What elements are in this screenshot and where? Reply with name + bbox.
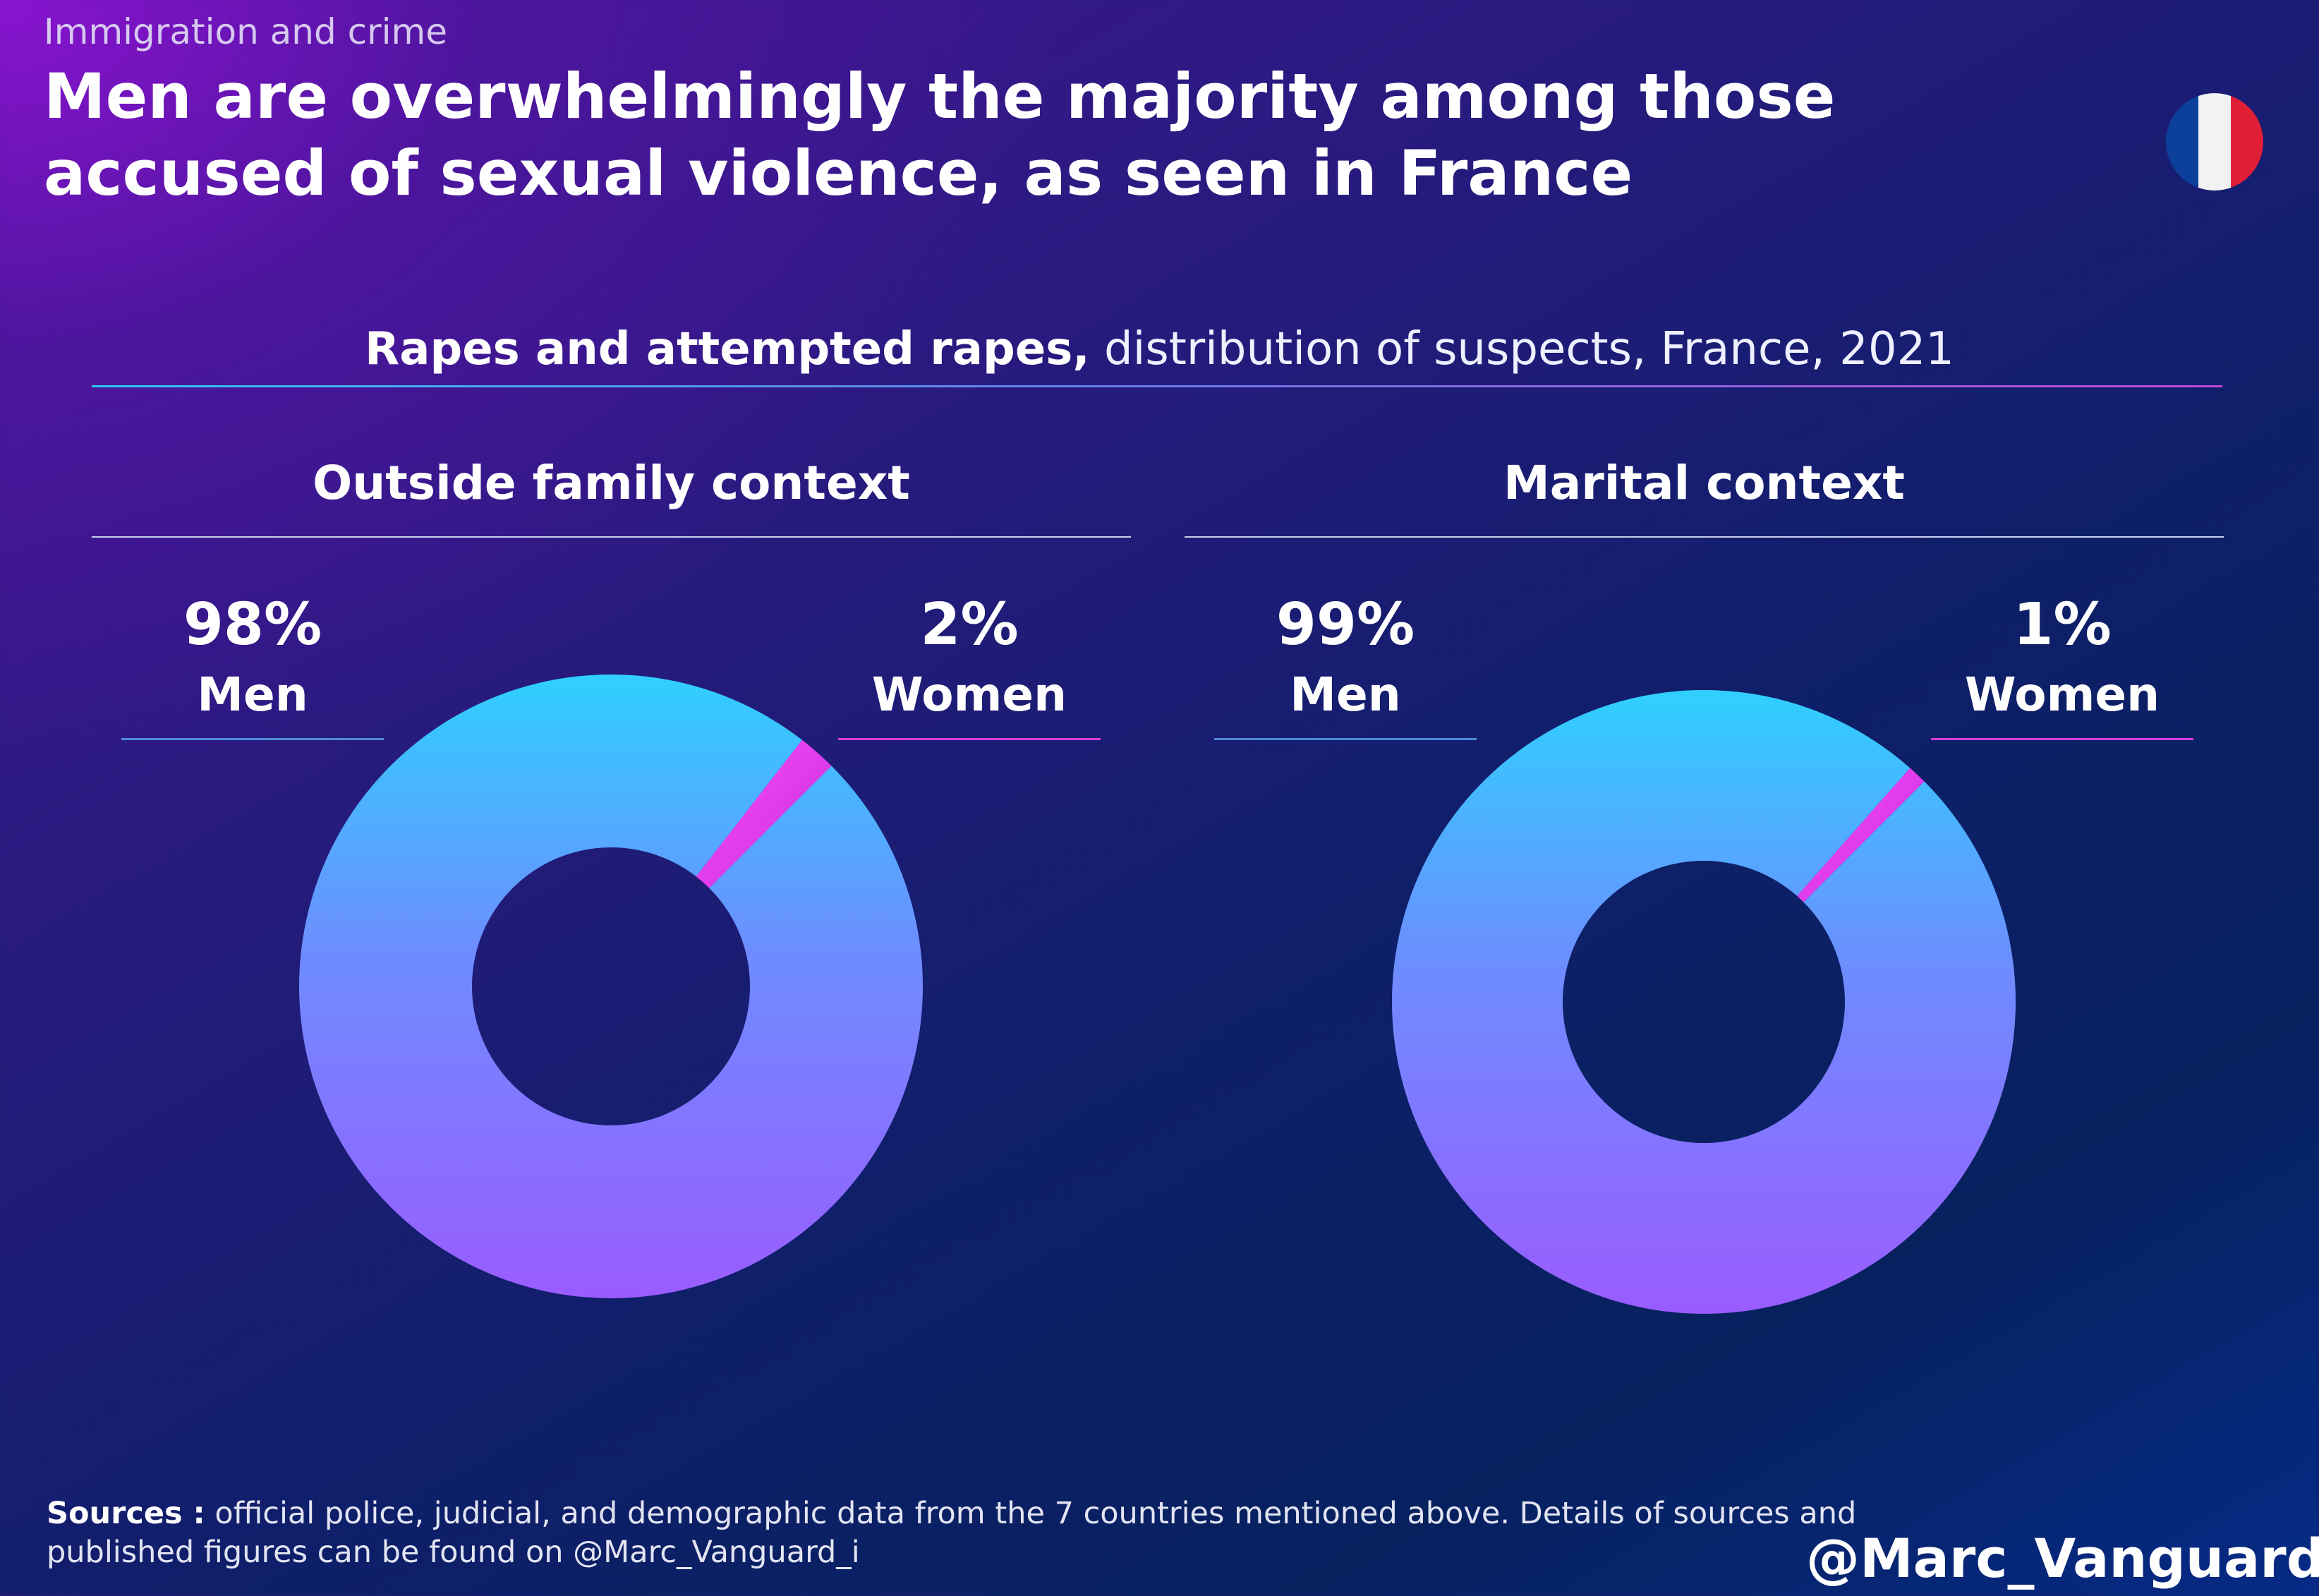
women-category-label: Women bbox=[871, 667, 1067, 722]
kicker-text: Immigration and crime bbox=[44, 11, 448, 52]
chart-subtitle: Rapes and attempted rapes, distribution … bbox=[92, 323, 2227, 375]
men-category-label: Men bbox=[1290, 667, 1401, 722]
men-category-label: Men bbox=[197, 667, 308, 722]
panel-title-outside-family: Outside family context bbox=[313, 456, 910, 510]
sources-text: official police, judicial, and demograph… bbox=[47, 1496, 1857, 1570]
donut-marital bbox=[1391, 689, 2016, 1314]
men-slice bbox=[298, 674, 923, 1298]
france-flag-icon bbox=[2166, 93, 2263, 191]
women-category-label: Women bbox=[1964, 667, 2160, 722]
women-label-underline bbox=[1931, 738, 2193, 740]
women-percent-label: 2% bbox=[920, 591, 1019, 658]
men-percent-label: 98% bbox=[183, 591, 322, 658]
panel-divider-marital bbox=[1185, 536, 2224, 538]
panel-divider-outside-family bbox=[92, 536, 1131, 538]
men-percent-label: 99% bbox=[1276, 591, 1415, 658]
men-slice bbox=[1391, 689, 2016, 1314]
women-slice bbox=[696, 739, 832, 888]
subtitle-rest: distribution of suspects, France, 2021 bbox=[1103, 323, 1955, 375]
sources-note: Sources : official police, judicial, and… bbox=[47, 1494, 1895, 1572]
women-slice bbox=[1797, 768, 1925, 902]
men-label-underline bbox=[121, 738, 384, 740]
men-label-underline bbox=[1214, 738, 1477, 740]
women-percent-label: 1% bbox=[2013, 591, 2112, 658]
panel-title-marital: Marital context bbox=[1503, 456, 1905, 510]
sources-label: Sources : bbox=[47, 1496, 205, 1531]
author-handle: @Marc_Vanguard_i bbox=[1806, 1527, 2319, 1590]
donut-outside-family bbox=[298, 674, 923, 1298]
women-label-underline bbox=[838, 738, 1101, 740]
page-title: Men are overwhelmingly the majority amon… bbox=[44, 60, 1836, 210]
subtitle-bold: Rapes and attempted rapes, bbox=[364, 323, 1090, 375]
subtitle-divider bbox=[92, 385, 2222, 387]
